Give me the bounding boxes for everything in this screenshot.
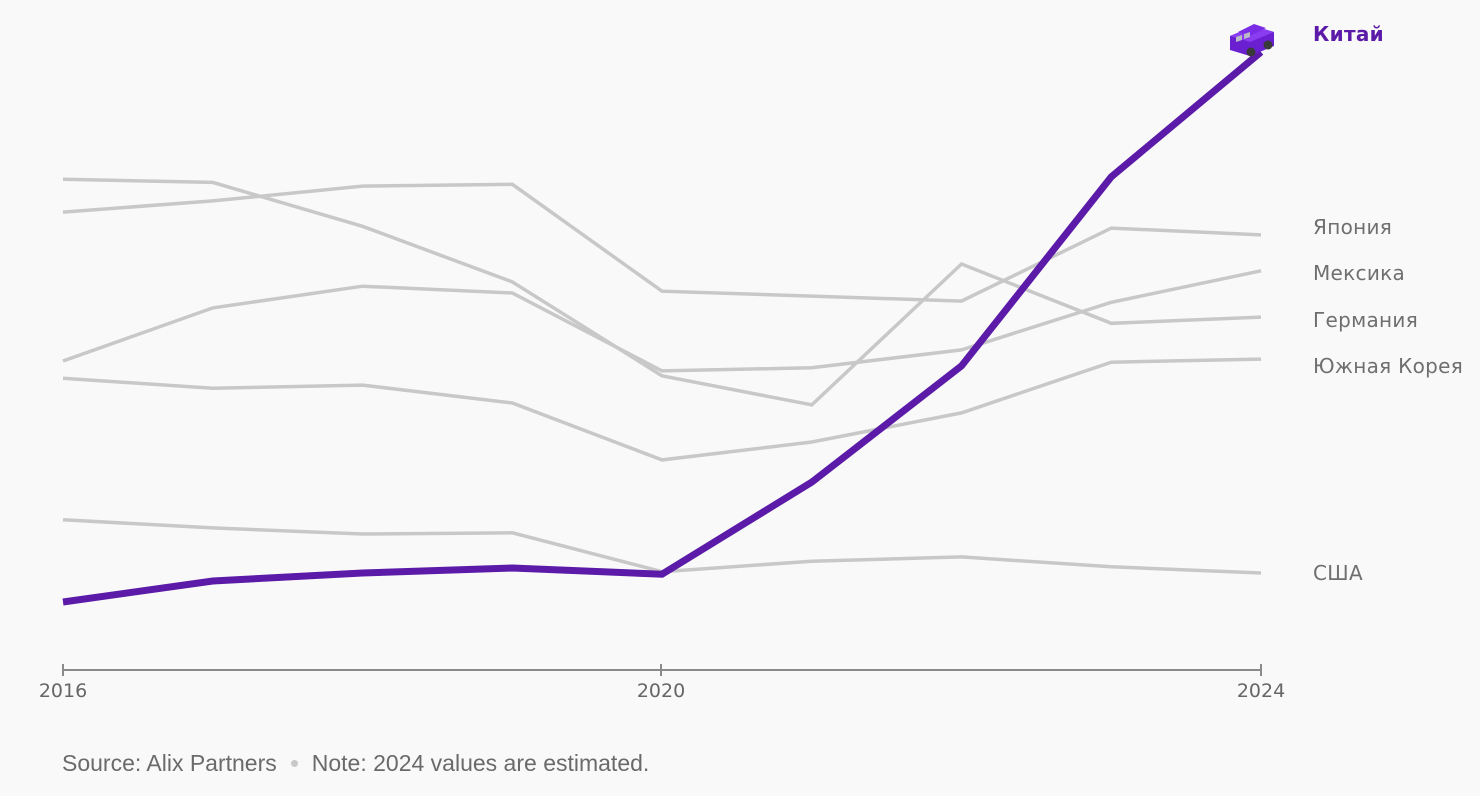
- series-line-Япония: [62, 182, 1262, 303]
- series-line-Мексика: [62, 269, 1262, 373]
- x-tick-label-2016: 2016: [38, 680, 88, 702]
- series-label-south-korea: Южная Корея: [1313, 354, 1464, 378]
- series-layer: [62, 49, 1264, 606]
- source-note: Source: Alix Partners: [62, 750, 277, 776]
- separator-dot: [290, 760, 298, 767]
- x-tick-label-2020: 2020: [636, 680, 686, 702]
- series-label-china: Китай: [1313, 22, 1384, 46]
- series-label-germany: Германия: [1313, 308, 1419, 332]
- series-label-japan: Япония: [1313, 215, 1393, 239]
- series-label-usa: США: [1313, 561, 1363, 585]
- x-axis: [62, 664, 1262, 676]
- series-line-Германия: [62, 177, 1262, 407]
- car-icon: [1230, 24, 1274, 57]
- estimate-note: Note: 2024 values are estimated.: [311, 750, 650, 776]
- series-line-США: [62, 518, 1262, 575]
- x-tick-label-2024: 2024: [1236, 680, 1286, 702]
- series-label-mexico: Мексика: [1313, 261, 1406, 285]
- series-line-china: [62, 49, 1264, 606]
- series-line-Южная Корея: [62, 357, 1262, 462]
- chart-footer: Source: Alix Partners Note: 2024 values …: [62, 750, 649, 777]
